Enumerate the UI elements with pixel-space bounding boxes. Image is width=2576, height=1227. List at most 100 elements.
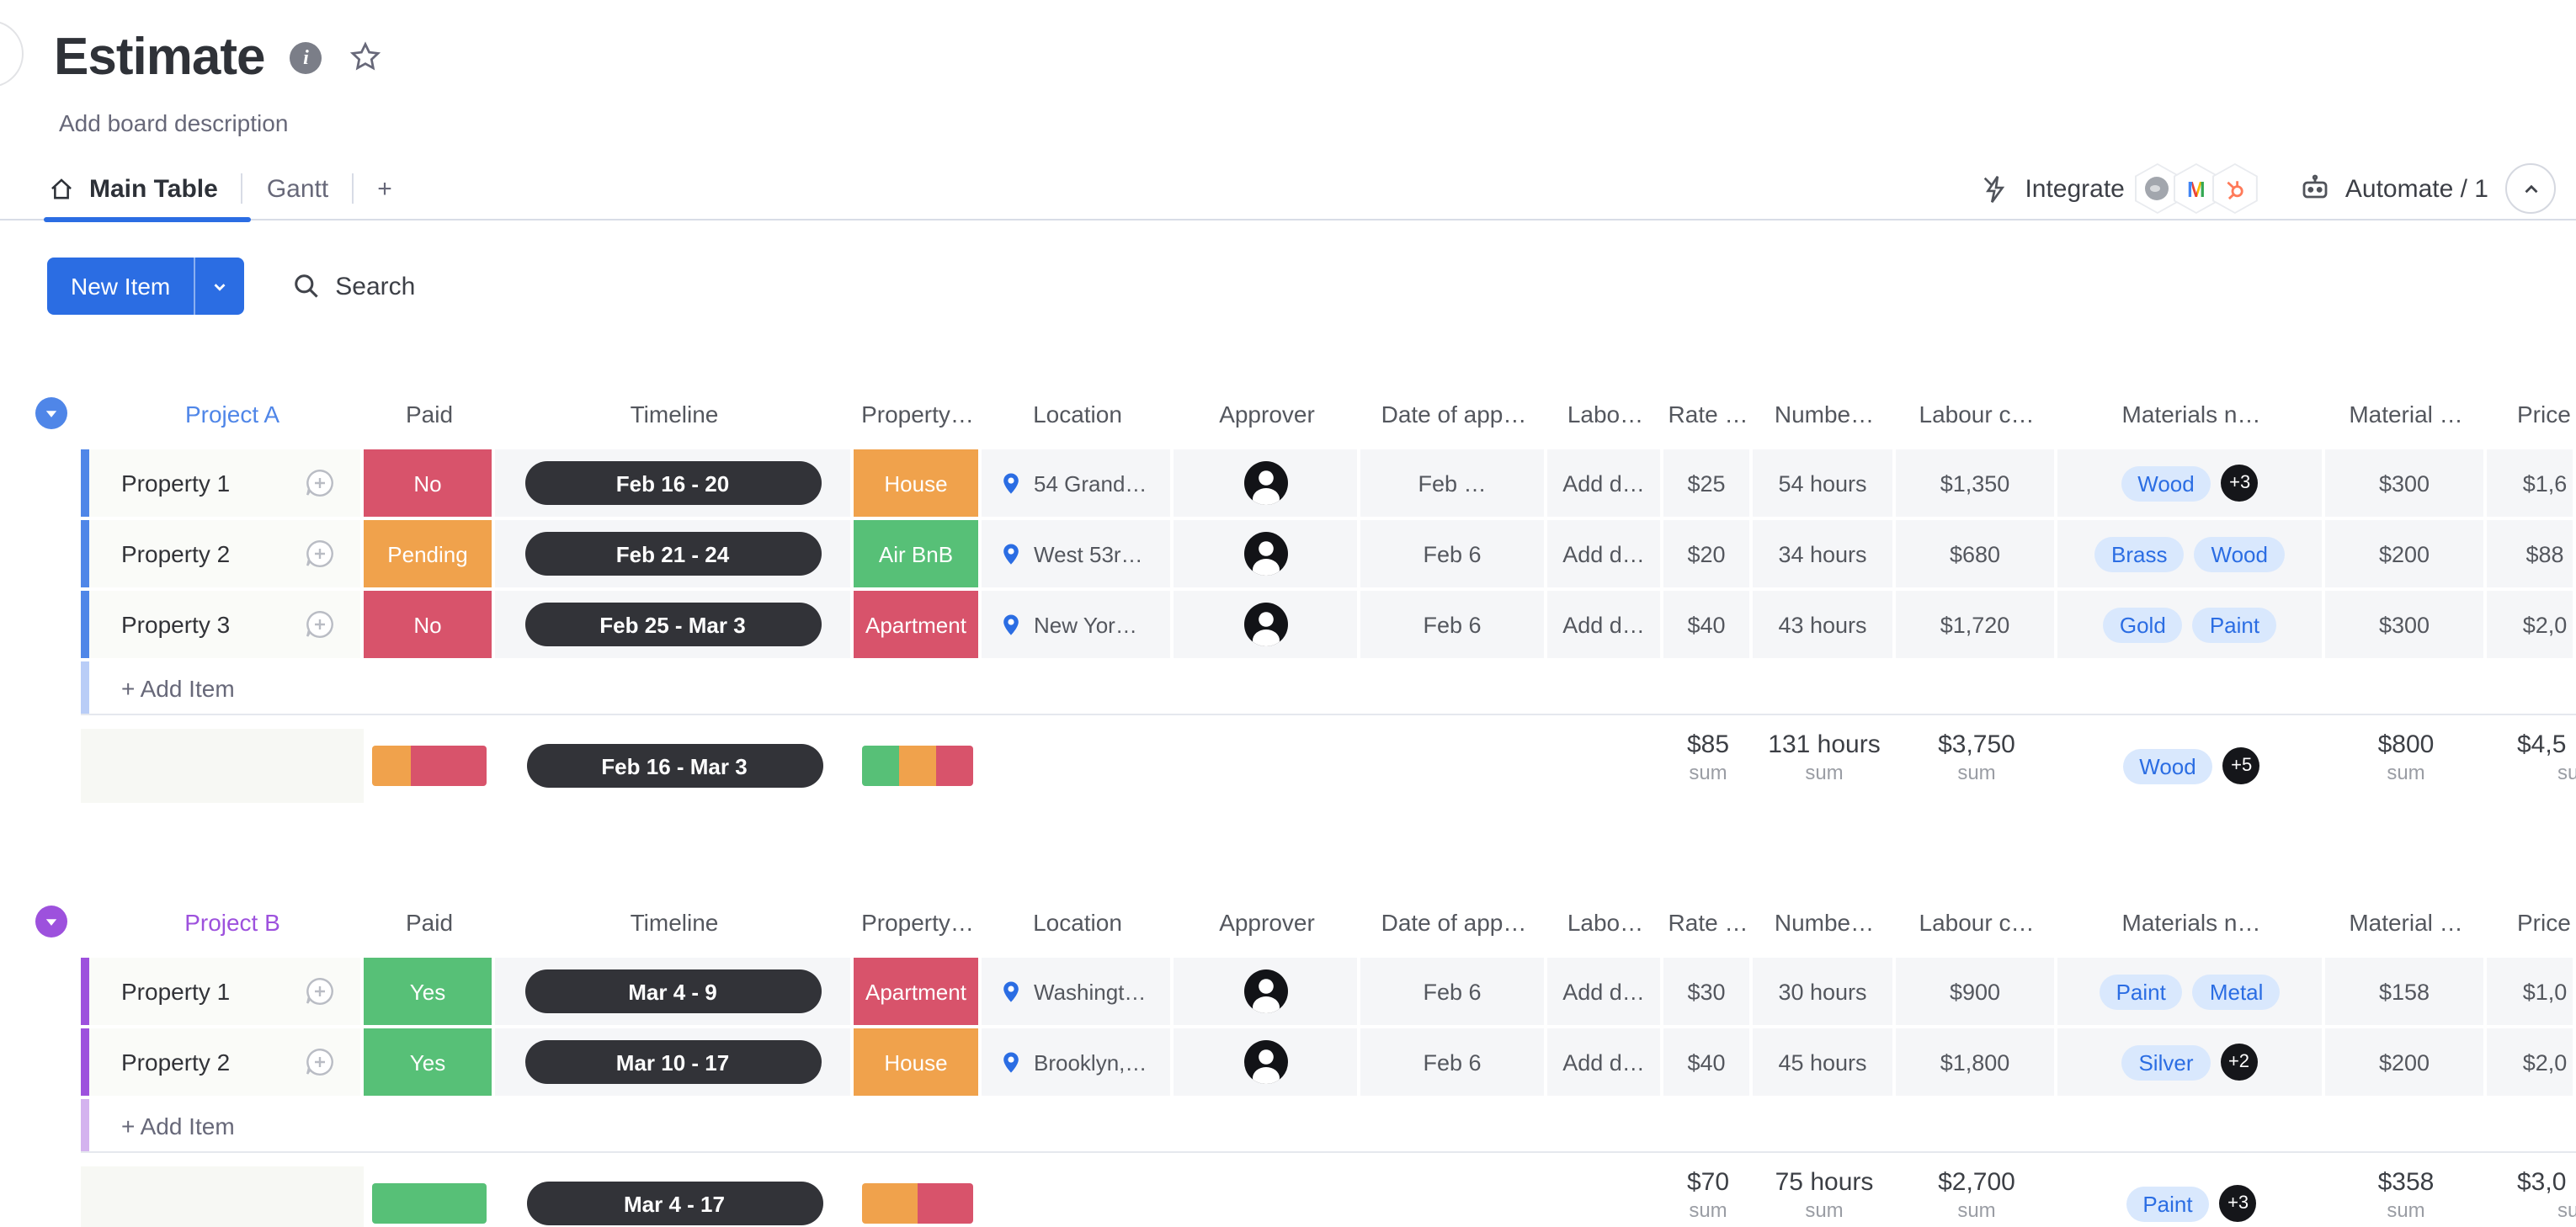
- column-header-labour[interactable]: Labo…: [1567, 909, 1644, 936]
- approval-date-cell[interactable]: Feb 6: [1360, 1028, 1547, 1096]
- add-update-icon[interactable]: [303, 608, 337, 646]
- approver-cell[interactable]: [1174, 958, 1360, 1025]
- location-cell[interactable]: Washingt…: [982, 958, 1174, 1025]
- info-icon[interactable]: i: [290, 41, 322, 73]
- property-type-cell[interactable]: Air BnB: [854, 520, 982, 587]
- approver-cell[interactable]: [1174, 520, 1360, 587]
- paid-distribution[interactable]: [364, 729, 495, 803]
- add-item-button[interactable]: + Add Item: [121, 1112, 235, 1139]
- labour-cost-cell[interactable]: $900: [1896, 958, 2057, 1025]
- material-chip[interactable]: Paint: [2126, 1186, 2210, 1221]
- approval-date-cell[interactable]: Feb 6: [1360, 958, 1547, 1025]
- item-name-cell[interactable]: Property 3: [89, 591, 364, 658]
- tab-main-table[interactable]: Main Table: [43, 158, 253, 222]
- column-header-location[interactable]: Location: [1033, 909, 1122, 936]
- timeline-summary[interactable]: Mar 4 - 17: [495, 1166, 854, 1227]
- labour-cell[interactable]: Add d…: [1547, 520, 1663, 587]
- item-name-cell[interactable]: Property 1: [89, 958, 364, 1025]
- paid-distribution[interactable]: [364, 1166, 495, 1227]
- column-header-approver[interactable]: Approver: [1219, 909, 1315, 936]
- collapse-header-button[interactable]: [2505, 163, 2556, 214]
- labour-cost-cell[interactable]: $1,720: [1896, 591, 2057, 658]
- add-item-row[interactable]: + Add Item: [81, 661, 2576, 715]
- material-chip[interactable]: Wood: [2122, 748, 2213, 783]
- column-header-labour-cost[interactable]: Labour c…: [1919, 401, 2035, 428]
- timeline-cell[interactable]: Feb 16 - 20: [495, 449, 854, 517]
- approval-date-cell[interactable]: Feb 6: [1360, 591, 1547, 658]
- labour-cell[interactable]: Add d…: [1547, 591, 1663, 658]
- column-header-number[interactable]: Numbe…: [1774, 401, 1875, 428]
- collapse-group-icon[interactable]: [35, 397, 67, 429]
- labour-cost-cell[interactable]: $1,350: [1896, 449, 2057, 517]
- rate-cell[interactable]: $40: [1663, 591, 1753, 658]
- approver-cell[interactable]: [1174, 1028, 1360, 1096]
- column-header-property[interactable]: Property…: [861, 401, 974, 428]
- hubspot-icon[interactable]: [2211, 163, 2258, 214]
- column-header-rate[interactable]: Rate …: [1668, 401, 1748, 428]
- rate-cell[interactable]: $25: [1663, 449, 1753, 517]
- price-cell[interactable]: $1,0: [2487, 958, 2576, 1025]
- material-chip[interactable]: Gold: [2102, 607, 2183, 642]
- column-header-timeline[interactable]: Timeline: [630, 909, 719, 936]
- location-cell[interactable]: Brooklyn,…: [982, 1028, 1174, 1096]
- location-cell[interactable]: West 53r…: [982, 520, 1174, 587]
- property-distribution[interactable]: [854, 729, 982, 803]
- add-update-icon[interactable]: [303, 466, 337, 505]
- property-type-cell[interactable]: House: [854, 1028, 982, 1096]
- column-header-materials[interactable]: Materials n…: [2121, 909, 2261, 936]
- column-header-paid[interactable]: Paid: [405, 401, 454, 428]
- labour-cell[interactable]: Add d…: [1547, 1028, 1663, 1096]
- timeline-cell[interactable]: Feb 25 - Mar 3: [495, 591, 854, 658]
- location-cell[interactable]: 54 Grand…: [982, 449, 1174, 517]
- group-title[interactable]: Project B: [184, 909, 280, 936]
- column-header-price[interactable]: Price: [2517, 401, 2571, 428]
- mailchimp-icon[interactable]: [2134, 163, 2180, 214]
- column-header-labour[interactable]: Labo…: [1567, 401, 1644, 428]
- column-header-date[interactable]: Date of app…: [1381, 909, 1527, 936]
- materials-cell[interactable]: Paint Metal: [2057, 958, 2325, 1025]
- left-nav-partial-button[interactable]: [0, 20, 24, 88]
- column-header-labour-cost[interactable]: Labour c…: [1919, 909, 2035, 936]
- price-cell[interactable]: $2,0: [2487, 591, 2576, 658]
- timeline-cell[interactable]: Mar 4 - 9: [495, 958, 854, 1025]
- materials-summary[interactable]: Paint +3: [2057, 1166, 2325, 1227]
- column-header-rate[interactable]: Rate …: [1668, 909, 1748, 936]
- search-button[interactable]: Search: [291, 271, 415, 301]
- hours-cell[interactable]: 34 hours: [1753, 520, 1896, 587]
- column-header-date[interactable]: Date of app…: [1381, 401, 1527, 428]
- material-chip[interactable]: Wood: [2194, 536, 2285, 571]
- column-header-paid[interactable]: Paid: [405, 909, 454, 936]
- rate-cell[interactable]: $20: [1663, 520, 1753, 587]
- column-header-property[interactable]: Property…: [861, 909, 974, 936]
- add-update-icon[interactable]: [303, 1045, 337, 1084]
- material-chip[interactable]: Brass: [2094, 536, 2185, 571]
- automate-button[interactable]: Automate / 1: [2298, 172, 2488, 205]
- approver-cell[interactable]: [1174, 591, 1360, 658]
- more-materials-badge[interactable]: +3: [2219, 1185, 2257, 1222]
- property-type-cell[interactable]: Apartment: [854, 591, 982, 658]
- labour-cell[interactable]: Add d…: [1547, 958, 1663, 1025]
- more-materials-badge[interactable]: +5: [2222, 747, 2260, 784]
- column-header-materials[interactable]: Materials n…: [2121, 401, 2261, 428]
- material-chip[interactable]: Paint: [2099, 974, 2183, 1009]
- timeline-summary[interactable]: Feb 16 - Mar 3: [495, 729, 854, 803]
- materials-cell[interactable]: Gold Paint: [2057, 591, 2325, 658]
- board-description[interactable]: Add board description: [59, 109, 289, 136]
- price-cell[interactable]: $88: [2487, 520, 2576, 587]
- material-chip[interactable]: Silver: [2121, 1044, 2211, 1080]
- column-header-number[interactable]: Numbe…: [1774, 909, 1875, 936]
- paid-status-cell[interactable]: Yes: [364, 958, 495, 1025]
- material-cost-cell[interactable]: $300: [2325, 591, 2487, 658]
- property-type-cell[interactable]: Apartment: [854, 958, 982, 1025]
- column-header-location[interactable]: Location: [1033, 401, 1122, 428]
- location-cell[interactable]: New Yor…: [982, 591, 1174, 658]
- collapse-group-icon[interactable]: [35, 906, 67, 938]
- item-name-cell[interactable]: Property 1: [89, 449, 364, 517]
- labour-cell[interactable]: Add d…: [1547, 449, 1663, 517]
- integration-app-badges[interactable]: M: [2134, 163, 2258, 214]
- price-cell[interactable]: $2,0: [2487, 1028, 2576, 1096]
- gmail-icon[interactable]: M: [2173, 163, 2219, 214]
- paid-status-cell[interactable]: No: [364, 591, 495, 658]
- property-distribution[interactable]: [854, 1166, 982, 1227]
- timeline-cell[interactable]: Mar 10 - 17: [495, 1028, 854, 1096]
